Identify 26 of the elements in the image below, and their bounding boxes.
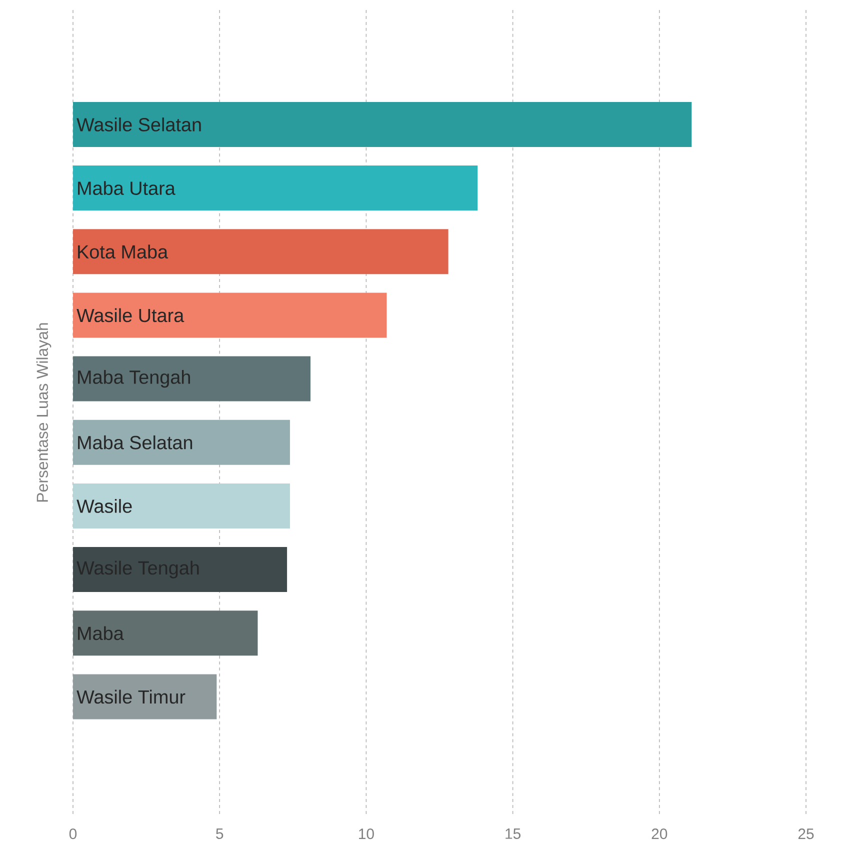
bar (73, 356, 310, 402)
y-tick-label: Wasile (76, 499, 132, 513)
x-tick-label: 20 (652, 828, 668, 840)
x-tick-label: 25 (798, 828, 814, 840)
bar (73, 292, 387, 338)
x-tick-label: 0 (69, 828, 77, 840)
y-tick-label: Maba Tengah (78, 370, 190, 388)
y-tick-label: Maba Utara (78, 181, 176, 195)
y-tick-label: Wasile Timur (76, 690, 186, 704)
bar (73, 610, 258, 656)
bar (73, 166, 478, 211)
y-axis-title: Persentase Luas Wilayah (36, 323, 52, 502)
bar (73, 674, 217, 720)
x-tick-label: 15 (506, 828, 520, 839)
y-tick-label: Wasile Utara (76, 308, 184, 322)
bar (73, 420, 290, 465)
x-tick-label: 5 (216, 828, 224, 839)
bar (73, 102, 692, 147)
y-tick-label: Wasile Selatan (76, 118, 201, 132)
bar (73, 483, 290, 528)
y-tick-label: Kota Maba (78, 244, 168, 259)
y-tick-label: Maba (78, 626, 124, 640)
x-tick-label: 10 (359, 828, 374, 840)
bar (73, 547, 288, 592)
y-tick-label: Maba Selatan (78, 435, 192, 450)
bar (73, 229, 448, 274)
